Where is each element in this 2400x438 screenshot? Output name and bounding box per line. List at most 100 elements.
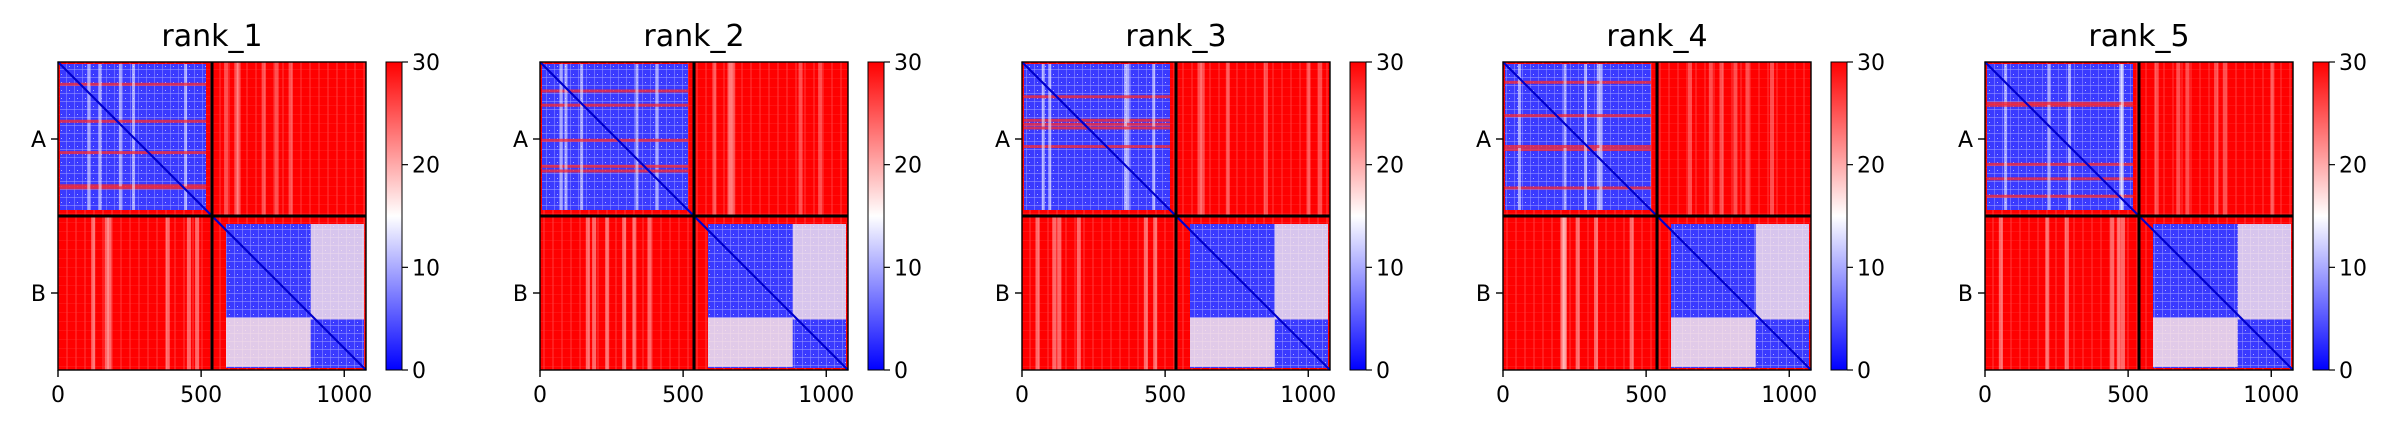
colorbar-tick-label: 20 [1857,154,1885,179]
heatmap-pale-band [234,62,239,216]
heatmap-pale-band [2222,62,2227,216]
y-tick-label: A [31,128,46,153]
heatmap-block-b-b-subregion [792,224,846,320]
colorbar-tick-label: 0 [2339,359,2353,384]
x-tick-label: 500 [180,383,222,408]
axes-frame [1984,61,2294,371]
heatmap-pale-band [2176,62,2181,216]
y-tick-label: A [995,128,1010,153]
heatmap-error-row [542,169,688,173]
x-tick-label: 1000 [316,383,372,408]
panel-4: rank_4 0 500 1000 A B 0 10 20 30 [1476,19,1885,408]
heatmap-pale-band [261,62,266,216]
heatmap-pale-band [605,216,610,370]
heatmap-error-row [1505,148,1651,152]
colorbar [2312,61,2330,371]
y-tick-label: B [1958,282,1973,307]
heatmap-pale-band [165,216,170,370]
heatmap-error-col [1517,64,1521,210]
heatmap-error-col [2120,64,2124,210]
panel-title: rank_5 [2088,19,2189,54]
panel-title: rank_2 [643,19,744,54]
heatmap-pale-band [2120,216,2125,370]
heatmap-pale-band [592,216,597,370]
colorbar-tick-label: 30 [894,51,922,76]
x-tick-label: 500 [1144,383,1186,408]
heatmap-pale-band [727,62,732,216]
colorbar-tick-label: 10 [412,256,440,281]
axes-frame [1502,61,1812,371]
y-tick-label: A [513,128,528,153]
heatmap-error-row [1987,162,2133,166]
colorbar-tick-label: 30 [1376,51,1404,76]
colorbar-tick-label: 0 [412,359,426,384]
heatmap-error-col [580,64,584,210]
heatmap-error-col [118,64,122,210]
panel-title: rank_3 [1125,19,1226,54]
y-tick-label: A [1958,128,1973,153]
x-tick-label: 500 [1625,383,1667,408]
heatmap-block-b-b-subregion [1671,317,1756,367]
heatmap-block-b-b-subregion [1274,224,1328,320]
heatmap-error-row [1987,194,2133,198]
heatmap-error-row [542,164,688,168]
heatmap-pale-band [91,216,96,370]
colorbar-tick-label: 20 [894,154,922,179]
panel-title: rank_1 [161,19,262,54]
heatmap-block-b-b-subregion [2237,224,2291,320]
heatmap-error-col [1563,64,1567,210]
x-tick-label: 1000 [798,383,854,408]
heatmap-pale-band [728,62,733,216]
heatmap-error-col [2119,64,2123,210]
x-tick-label: 1000 [1280,383,1336,408]
panel-2: rank_2 0 500 1000 A B 0 10 20 30 [513,19,922,408]
heatmap-error-row [1505,186,1651,190]
heatmap-error-col [559,64,563,210]
colorbar-tick-label: 20 [1376,154,1404,179]
colorbar-tick-label: 10 [2339,256,2367,281]
x-tick-label: 1000 [2243,383,2299,408]
heatmap-error-col [564,64,568,210]
heatmap-pale-band [585,216,590,370]
heatmap-pale-band [1719,62,1724,216]
heatmap-pale-band [1629,216,1634,370]
colorbar-tick-label: 10 [1857,256,1885,281]
colorbar [385,61,403,371]
heatmap-pale-band [1687,62,1692,216]
heatmap-error-col [1596,64,1600,210]
heatmap-pale-band [1197,62,1202,216]
heatmap-pale-band [2064,216,2069,370]
panel-title: rank_4 [1606,19,1707,54]
heatmap-pale-band [798,62,803,216]
panel-1: rank_1 0 500 1000 A B 0 10 20 30 [31,19,440,408]
heatmap-pale-band [731,62,736,216]
heatmap-error-row [1505,144,1651,148]
y-tick-label: B [995,282,1010,307]
axes-frame [57,61,367,371]
heatmap-pale-band [236,62,241,216]
heatmap-error-row [1024,118,1170,122]
heatmap-error-col [635,64,639,210]
heatmap-error-row [1024,95,1170,99]
heatmap-error-row [60,151,206,155]
heatmap-error-col [2004,64,2008,210]
axes-frame [539,61,849,371]
heatmap-pale-band [712,62,717,216]
heatmap-pale-band [1318,62,1323,216]
colorbar [867,61,885,371]
colorbar-tick-label: 10 [1376,256,1404,281]
heatmap-pale-band [1575,216,1580,370]
heatmap-pale-band [2110,216,2115,370]
y-tick-label: B [1476,282,1491,307]
heatmap-pale-band [1745,62,1750,216]
heatmap-pale-band [632,216,637,370]
x-tick-label: 0 [1978,383,1992,408]
colorbar [1830,61,1848,371]
heatmap-error-row [1987,101,2133,105]
x-tick-label: 0 [1496,383,1510,408]
y-tick-label: B [513,282,528,307]
heatmap-block-b-b-subregion [1190,317,1275,367]
y-tick-label: B [31,282,46,307]
heatmap-pale-band [1076,216,1081,370]
